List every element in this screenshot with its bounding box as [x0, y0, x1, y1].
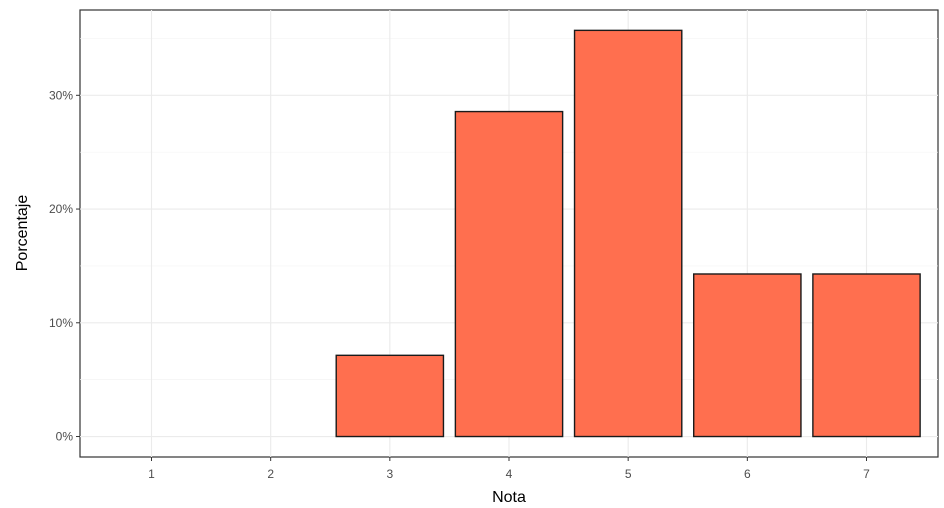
y-axis-title: Porcentaje [14, 195, 31, 272]
bar-5 [573, 29, 683, 438]
x-axis-ticks: 1 2 3 4 5 6 7 [148, 457, 870, 481]
x-tick-label: 6 [744, 467, 751, 481]
y-tick-label: 10% [49, 316, 73, 330]
bar-3 [335, 354, 445, 438]
x-tick-label: 2 [267, 467, 274, 481]
x-tick-label: 5 [625, 467, 632, 481]
y-tick-label: 0% [56, 430, 74, 444]
x-tick-label: 3 [386, 467, 393, 481]
x-tick-label: 7 [863, 467, 870, 481]
bar-6 [693, 273, 802, 438]
y-tick-label: 20% [49, 202, 73, 216]
bar-7 [812, 273, 921, 438]
x-axis-title: Nota [492, 489, 526, 506]
y-axis-ticks: 0% 10% 20% 30% [49, 88, 80, 444]
y-tick-label: 30% [49, 88, 73, 102]
bar-4 [454, 110, 564, 438]
bars [335, 29, 921, 438]
x-tick-label: 1 [148, 467, 155, 481]
x-tick-label: 4 [506, 467, 513, 481]
